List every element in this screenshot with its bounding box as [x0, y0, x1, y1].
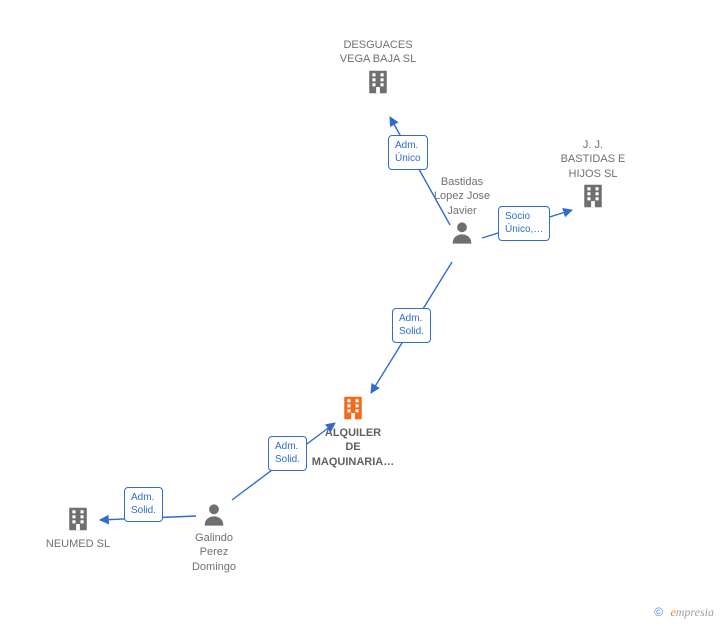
- node-alquiler[interactable]: ALQUILERDEMAQUINARIA…: [308, 393, 398, 469]
- brand-rest: mpresia: [676, 605, 714, 619]
- node-jjbastidas[interactable]: J. J.BASTIDAS EHIJOS SL: [548, 138, 638, 214]
- node-desguaces[interactable]: DESGUACESVEGA BAJA SL: [333, 38, 423, 100]
- node-neumed[interactable]: NEUMED SL: [33, 504, 123, 551]
- edge-label: Adm.Solid.: [268, 436, 307, 471]
- building-icon: [338, 393, 368, 423]
- person-icon: [200, 500, 228, 528]
- node-label: BastidasLopez JoseJavier: [417, 175, 507, 218]
- building-icon: [63, 504, 93, 534]
- node-label: DESGUACESVEGA BAJA SL: [333, 38, 423, 67]
- node-bastidas_person[interactable]: BastidasLopez JoseJavier: [417, 175, 507, 249]
- edge-label: Adm.Solid.: [124, 487, 163, 522]
- node-label: ALQUILERDEMAQUINARIA…: [308, 426, 398, 469]
- person-icon: [448, 218, 476, 246]
- edge-label: Adm.Solid.: [392, 308, 431, 343]
- node-label: NEUMED SL: [33, 537, 123, 551]
- edge-label: Adm.Único: [388, 135, 428, 170]
- node-label: J. J.BASTIDAS EHIJOS SL: [548, 138, 638, 181]
- building-icon: [578, 181, 608, 211]
- node-label: GalindoPerezDomingo: [169, 531, 259, 574]
- edge-label: SocioÚnico,…: [498, 206, 550, 241]
- footer-branding: © empresia: [654, 605, 714, 620]
- node-galindo_person[interactable]: GalindoPerezDomingo: [169, 500, 259, 574]
- copyright-symbol: ©: [654, 605, 663, 619]
- building-icon: [363, 67, 393, 97]
